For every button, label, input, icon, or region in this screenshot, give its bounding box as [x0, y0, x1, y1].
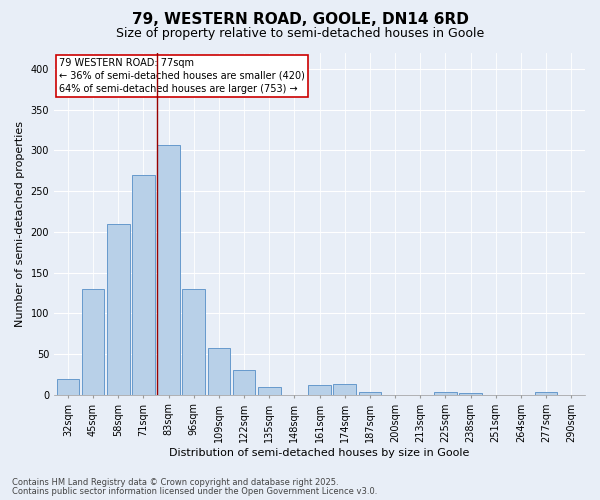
Y-axis label: Number of semi-detached properties: Number of semi-detached properties — [15, 120, 25, 326]
Bar — [334, 384, 356, 395]
Bar — [208, 348, 230, 395]
Bar — [132, 175, 155, 395]
Text: Size of property relative to semi-detached houses in Goole: Size of property relative to semi-detach… — [116, 28, 484, 40]
Text: Contains HM Land Registry data © Crown copyright and database right 2025.: Contains HM Land Registry data © Crown c… — [12, 478, 338, 487]
Bar — [258, 386, 281, 395]
Bar — [535, 392, 557, 395]
Bar — [434, 392, 457, 395]
Bar — [308, 385, 331, 395]
Bar — [82, 289, 104, 395]
Text: 79 WESTERN ROAD: 77sqm
← 36% of semi-detached houses are smaller (420)
64% of se: 79 WESTERN ROAD: 77sqm ← 36% of semi-det… — [59, 58, 305, 94]
Bar — [107, 224, 130, 395]
Bar — [459, 393, 482, 395]
Bar — [56, 378, 79, 395]
Text: 79, WESTERN ROAD, GOOLE, DN14 6RD: 79, WESTERN ROAD, GOOLE, DN14 6RD — [131, 12, 469, 28]
Text: Contains public sector information licensed under the Open Government Licence v3: Contains public sector information licen… — [12, 487, 377, 496]
Bar — [157, 144, 180, 395]
Bar — [233, 370, 256, 395]
Bar — [182, 289, 205, 395]
X-axis label: Distribution of semi-detached houses by size in Goole: Distribution of semi-detached houses by … — [169, 448, 470, 458]
Bar — [359, 392, 381, 395]
